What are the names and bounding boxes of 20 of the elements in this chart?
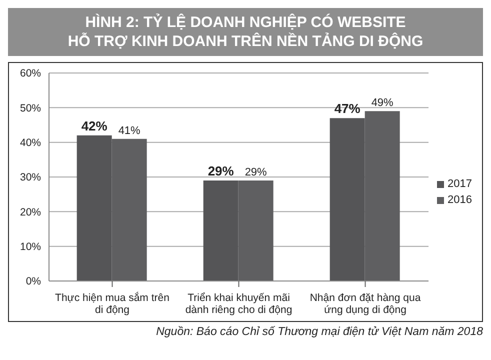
y-tick-label: 0%: [26, 276, 41, 288]
data-label: 42%: [81, 118, 108, 134]
x-tick-label: Triển khai khuyến mãi dành riêng cho di động: [185, 292, 292, 316]
y-tick-label: 40%: [20, 137, 41, 150]
legend-label: 2017: [448, 177, 472, 192]
legend-label: 2016: [448, 193, 472, 208]
y-tick-label: 60%: [20, 68, 41, 80]
text: Nguồn: Báo cáo Chỉ số Thương mại điện tử Việt Nam năm 2018: [155, 326, 483, 338]
data-label: 49%: [371, 97, 394, 110]
data-label: 29%: [208, 163, 234, 178]
y-tick-label: 10%: [20, 241, 41, 254]
x-tick-label: Thực hiện mua sắm trên di động: [55, 291, 170, 316]
data-label: 29%: [244, 166, 268, 178]
y-tick-label: 20%: [20, 206, 41, 218]
data-label: 41%: [118, 124, 141, 137]
data-label: 47%: [334, 101, 361, 116]
x-tick-label: Nhận đơn đặt hàng qua ứng dụng di động: [310, 292, 421, 316]
y-tick-label: 30%: [20, 172, 41, 184]
y-tick-label: 50%: [20, 102, 41, 114]
chart-title: HÌNH 2: TỶ LỆ DOANH NGHIỆP CÓ WEBSITE HỖ TRỢ KINH DOANH TRÊN NỀN TẢNG DI ĐỘNG: [66, 13, 424, 51]
